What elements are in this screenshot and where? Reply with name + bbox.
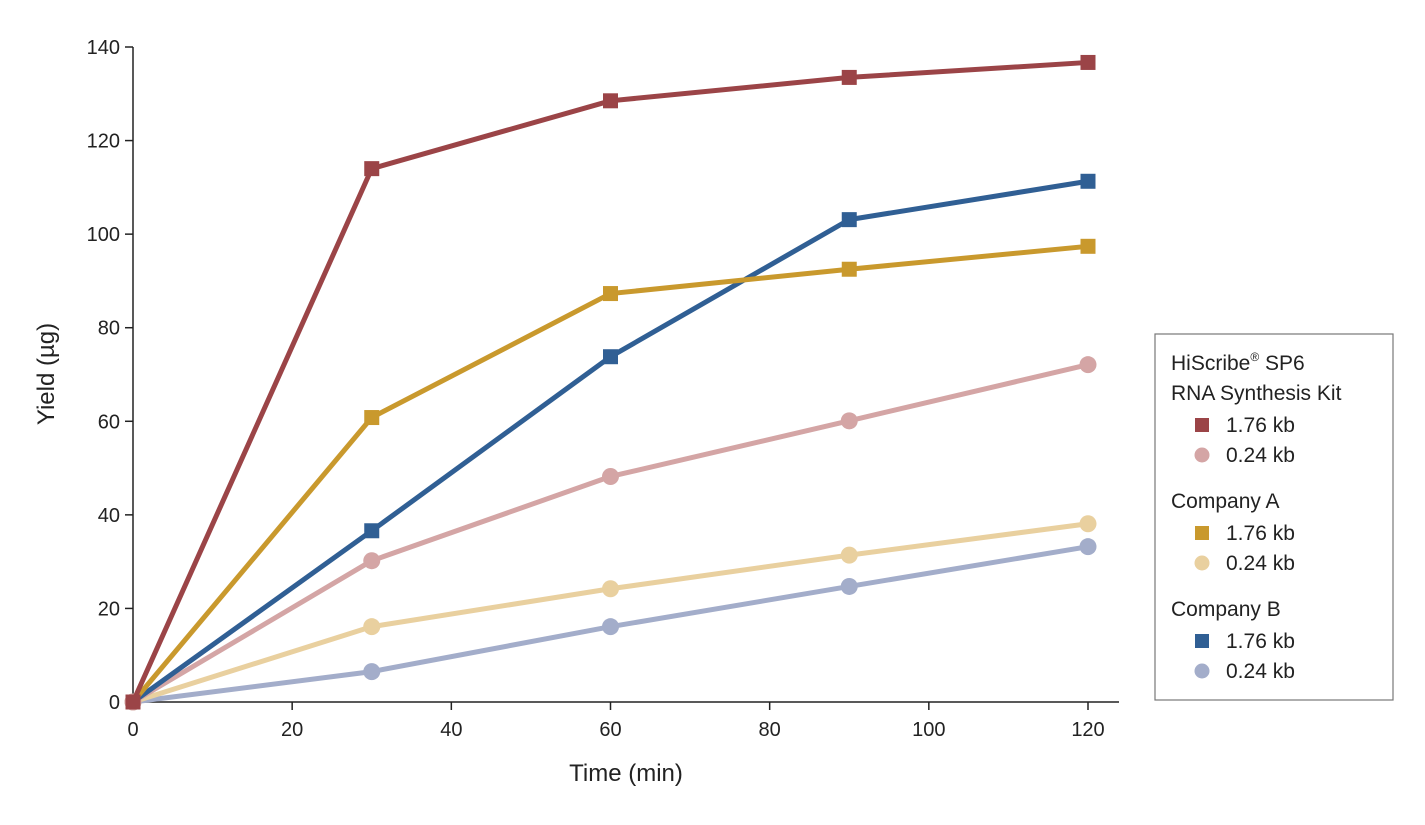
data-point-circle: [840, 412, 858, 430]
series-3: [124, 515, 1097, 711]
data-point-square: [364, 161, 380, 177]
legend-entry-label: 0.24 kb: [1226, 444, 1295, 467]
legend-swatch-square: [1195, 634, 1209, 648]
legend-box: [1154, 333, 1394, 701]
legend-entry-label: 1.76 kb: [1226, 522, 1295, 545]
y-axis-title: Yield (µg): [33, 323, 60, 425]
series-layer: [124, 54, 1097, 711]
data-point-square: [603, 349, 618, 365]
y-ticks: 0 20 40 60 80 100 120 140: [87, 37, 133, 714]
data-point-circle: [840, 577, 858, 595]
y-tick-label: 140: [87, 37, 120, 59]
y-tick-label: 80: [98, 318, 120, 340]
y-tick-label: 60: [98, 411, 120, 433]
registered-mark: ®: [1250, 350, 1259, 364]
data-point-circle: [363, 618, 381, 636]
x-tick-label: 80: [759, 719, 781, 741]
legend-swatch-circle: [1194, 663, 1210, 679]
data-point-circle: [363, 663, 381, 681]
series-0: [125, 54, 1096, 710]
y-tick-label: 20: [98, 598, 120, 620]
x-ticks: 0 20 40 60 80 100 120: [127, 702, 1105, 741]
x-axis-title: Time (min): [569, 760, 683, 787]
series-line: [130, 59, 1091, 705]
axes: [132, 47, 1119, 703]
legend-swatch-circle: [1194, 447, 1210, 463]
x-tick-label: 100: [912, 719, 945, 741]
x-tick-label: 20: [281, 719, 303, 741]
legend-swatch-circle: [1194, 555, 1210, 571]
y-tick-label: 100: [87, 224, 120, 246]
y-tick-label: 0: [109, 692, 120, 714]
data-point-square: [125, 694, 141, 710]
y-tick-label: 120: [87, 131, 120, 153]
data-point-circle: [1079, 515, 1097, 533]
data-point-square: [1080, 54, 1096, 70]
legend-group-title: HiScribe® SP6: [1171, 350, 1305, 375]
data-point-circle: [602, 467, 619, 485]
data-point-square: [841, 69, 857, 85]
legend-entry-label: 0.24 kb: [1226, 660, 1295, 683]
data-point-square: [841, 261, 857, 277]
legend-entry-label: 1.76 kb: [1226, 630, 1295, 653]
series-5: [124, 538, 1097, 711]
data-point-circle: [602, 580, 619, 598]
data-point-square: [603, 93, 618, 109]
legend-group-title: Company A: [1171, 490, 1280, 513]
data-point-square: [1080, 238, 1096, 254]
legend: HiScribe® SP6 RNA Synthesis Kit 1.76 kb 0.2…: [1154, 333, 1394, 701]
data-point-circle: [840, 546, 858, 564]
data-point-square: [364, 523, 380, 539]
data-point-square: [841, 212, 857, 228]
data-point-circle: [363, 552, 381, 570]
series-line: [130, 521, 1091, 705]
x-tick-label: 60: [599, 719, 621, 741]
data-point-circle: [1079, 538, 1097, 556]
data-point-circle: [1079, 356, 1097, 374]
legend-group-title: Company B: [1171, 598, 1281, 621]
data-point-circle: [602, 618, 619, 636]
x-tick-label: 120: [1071, 719, 1104, 741]
legend-swatch-square: [1195, 526, 1209, 540]
data-point-square: [603, 286, 618, 302]
x-tick-label: 0: [127, 719, 138, 741]
legend-swatch-square: [1195, 418, 1209, 432]
legend-group-subtitle: RNA Synthesis Kit: [1171, 382, 1342, 405]
legend-entry-label: 0.24 kb: [1226, 552, 1295, 575]
data-point-square: [1080, 173, 1096, 189]
legend-title-text: HiScribe: [1171, 352, 1250, 375]
legend-entry-label: 1.76 kb: [1226, 414, 1295, 437]
y-tick-label: 40: [98, 505, 120, 527]
legend-title-text: SP6: [1259, 352, 1305, 375]
x-tick-label: 40: [440, 719, 462, 741]
data-point-square: [364, 410, 380, 426]
